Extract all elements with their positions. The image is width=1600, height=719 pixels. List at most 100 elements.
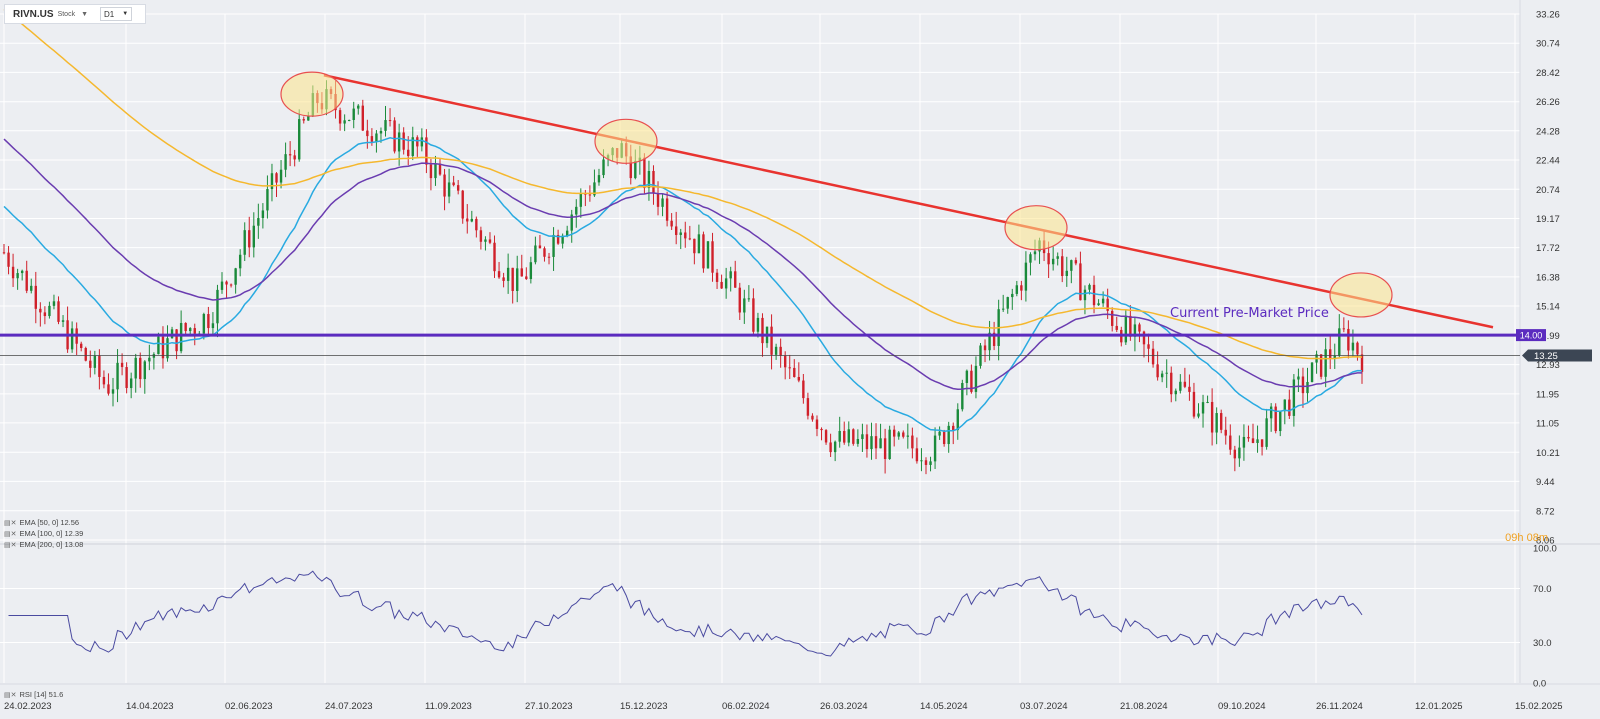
candle-body <box>139 357 142 380</box>
candle <box>815 415 819 437</box>
candle-body <box>80 343 83 348</box>
candle-body <box>833 441 837 453</box>
candle-body <box>220 281 224 290</box>
candle <box>207 306 210 335</box>
candle-body <box>43 312 47 317</box>
indicator-legend-ema200[interactable]: ▤✕ EMA [200, 0] 13.08 <box>4 540 83 549</box>
candle-body <box>743 298 746 313</box>
candle-body <box>20 270 24 274</box>
candle <box>111 377 115 407</box>
candle-body <box>1188 386 1191 392</box>
candle <box>1001 294 1005 312</box>
candle <box>1165 359 1168 388</box>
candle <box>1056 252 1059 266</box>
candle-body <box>234 268 237 285</box>
candle-body <box>25 270 28 291</box>
candle-body <box>134 357 137 379</box>
candle-body <box>938 431 941 436</box>
timeframe-select[interactable]: D1 ▼ <box>100 7 133 21</box>
candle <box>1238 435 1241 467</box>
candle <box>1006 296 1009 314</box>
candle-body <box>1269 406 1273 419</box>
candle-body <box>352 108 355 120</box>
candle-body <box>357 105 360 109</box>
settings-icon[interactable]: ▤✕ <box>4 519 17 527</box>
candle-body <box>279 169 283 183</box>
candle <box>220 272 224 294</box>
candle-body <box>856 439 860 444</box>
candle <box>30 278 33 294</box>
candle <box>688 225 692 241</box>
rsi-tick-label: 0.0 <box>1533 679 1546 690</box>
candle <box>16 268 19 290</box>
candle <box>961 379 964 412</box>
candle-body <box>425 137 428 165</box>
candle-body <box>397 132 401 152</box>
candle <box>888 425 891 460</box>
candle <box>1160 370 1164 383</box>
candle-body <box>452 182 455 186</box>
settings-icon[interactable]: ▤✕ <box>4 530 17 538</box>
candle <box>57 296 60 325</box>
candle-body <box>1106 298 1109 311</box>
candle-body <box>1020 285 1023 291</box>
candle <box>52 294 56 310</box>
candle-body <box>1215 413 1218 433</box>
candle-body <box>1001 308 1005 310</box>
candle <box>1147 333 1150 363</box>
candle-body <box>974 365 978 392</box>
candle <box>11 253 15 287</box>
candle-body <box>579 193 583 207</box>
candle <box>84 346 87 362</box>
candle-body <box>543 248 546 257</box>
price-tick-label: 26.26 <box>1536 97 1560 108</box>
candle-body <box>643 157 646 188</box>
candle-body <box>211 323 215 329</box>
candle-body <box>970 370 973 392</box>
candle <box>1269 403 1273 432</box>
indicator-legend-ema100[interactable]: ▤✕ EMA [100, 0] 12.39 <box>4 529 83 538</box>
candle-body <box>806 398 810 416</box>
candle <box>788 354 791 380</box>
candle-body <box>34 285 37 309</box>
trendline-touch-highlight <box>1004 205 1068 251</box>
candle <box>520 254 523 277</box>
candle-body <box>420 137 424 147</box>
settings-icon[interactable]: ▤✕ <box>4 541 17 549</box>
symbol-toolbar[interactable]: RIVN.US Stock ▼ D1 ▼ <box>4 4 146 24</box>
indicator-legend-ema50[interactable]: ▤✕ EMA [50, 0] 12.56 <box>4 518 79 527</box>
candle-body <box>1251 438 1255 443</box>
candle <box>1201 394 1205 428</box>
date-tick-label: 03.07.2024 <box>1020 701 1068 712</box>
candle-body <box>475 218 478 231</box>
candle-body <box>992 332 996 346</box>
candle <box>1124 309 1128 345</box>
candle-body <box>983 345 987 351</box>
candle-body <box>534 245 537 263</box>
candle-body <box>547 256 551 258</box>
candle <box>484 236 487 251</box>
candle-body <box>1220 413 1223 430</box>
symbol-label[interactable]: RIVN.US <box>13 8 54 20</box>
candle-body <box>911 435 914 449</box>
settings-icon[interactable]: ▤✕ <box>4 691 17 699</box>
candle-body <box>561 235 564 244</box>
candle-body <box>1256 439 1259 443</box>
candle-body <box>93 355 97 368</box>
candle <box>1288 389 1291 419</box>
indicator-legend-rsi[interactable]: ▤✕ RSI [14] 51.6 <box>4 690 63 699</box>
candle <box>225 280 228 298</box>
candle-body <box>883 438 887 460</box>
trendline-touch-highlight <box>280 71 344 117</box>
candle-body <box>243 230 246 255</box>
candle-body <box>1165 372 1168 374</box>
candle-body <box>1342 328 1346 330</box>
candle <box>838 416 841 448</box>
date-tick-label: 21.08.2024 <box>1120 701 1168 712</box>
chevron-down-icon[interactable]: ▼ <box>81 10 89 18</box>
candle-body <box>761 317 764 344</box>
candle <box>1070 259 1073 284</box>
candle-body <box>375 133 378 142</box>
candle-body <box>107 384 110 394</box>
